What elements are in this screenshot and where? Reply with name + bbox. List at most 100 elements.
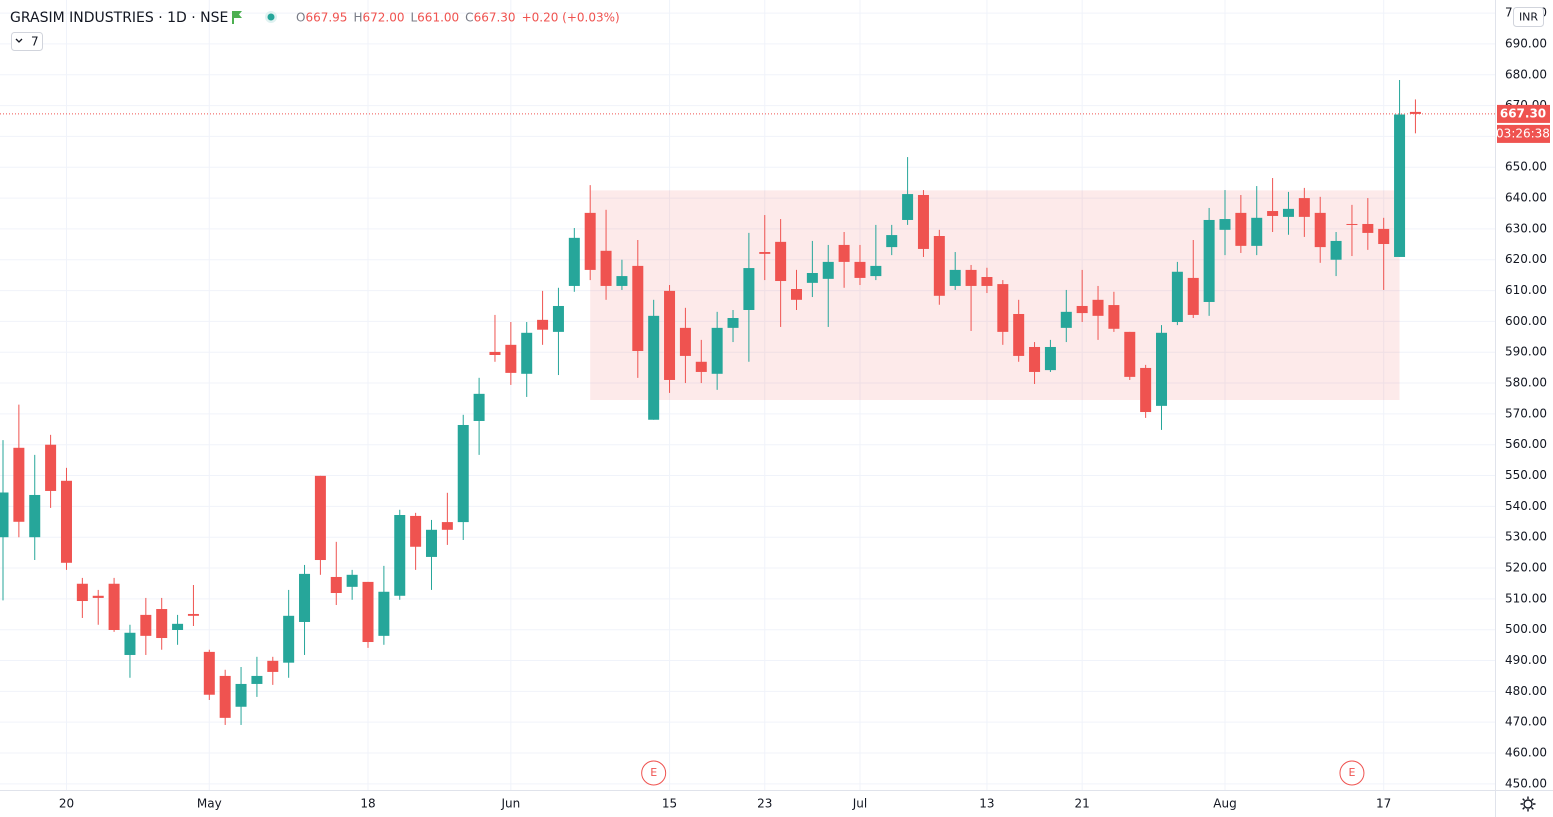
y-tick-label: 630.00 — [1505, 221, 1547, 235]
gear-ring — [1523, 799, 1533, 809]
candle-body — [1282, 208, 1294, 217]
y-tick-label: 540.00 — [1505, 499, 1547, 513]
y-tick-label: 550.00 — [1505, 468, 1547, 482]
grid-layer — [0, 0, 1495, 790]
candle-body — [743, 268, 755, 310]
y-tick-label: 500.00 — [1505, 622, 1547, 636]
candle-body — [711, 327, 723, 374]
candle-body — [886, 235, 898, 248]
candle-body — [1124, 331, 1136, 377]
candle-body — [425, 529, 437, 557]
y-tick-label: 510.00 — [1505, 591, 1547, 605]
candle-body — [60, 480, 72, 563]
candle-body — [648, 315, 660, 420]
y-tick-label: 590.00 — [1505, 345, 1547, 359]
x-tick-label: 23 — [757, 797, 772, 811]
currency-badge[interactable] — [1513, 7, 1544, 27]
event-label: E — [650, 766, 657, 779]
y-tick-label: 650.00 — [1505, 160, 1547, 174]
candle-body — [235, 683, 247, 707]
zone-layer — [590, 190, 1400, 401]
event-circle — [1339, 760, 1365, 786]
ohlc-value: 661.00 — [417, 11, 459, 25]
candle-body — [1235, 212, 1247, 246]
candle-body — [1140, 367, 1152, 413]
candle-body — [632, 265, 644, 351]
candle-body — [1298, 198, 1310, 217]
y-tick-label: 470.00 — [1505, 715, 1547, 729]
ohlc-value: 667.95 — [305, 11, 347, 25]
candle-body — [1378, 228, 1390, 245]
candle-body — [965, 269, 977, 286]
x-tick-label: 20 — [59, 797, 74, 811]
last-price-tag — [1497, 104, 1550, 123]
candle-body — [949, 269, 961, 286]
ohlc-key: C — [465, 11, 473, 25]
candle-body — [1029, 346, 1041, 372]
event-marker: E — [1339, 760, 1365, 786]
candle-body — [1409, 111, 1421, 114]
y-tick-label: 530.00 — [1505, 530, 1547, 544]
candle-body — [473, 393, 485, 421]
candle-body — [902, 194, 914, 220]
candle-body — [917, 194, 929, 249]
candle-body — [1346, 223, 1358, 225]
candle-body — [251, 675, 263, 684]
candle-body — [521, 332, 533, 374]
candle-body — [505, 344, 517, 373]
y-tick-label: 580.00 — [1505, 376, 1547, 390]
ohlc-key: H — [353, 11, 362, 25]
candle-body — [13, 447, 25, 522]
x-tick-label: 21 — [1075, 797, 1090, 811]
candle-body — [870, 265, 882, 277]
flag-icon — [232, 11, 242, 24]
candle-body — [330, 576, 342, 594]
countdown-label: 03:26:38 — [1496, 126, 1550, 140]
candle-body — [187, 613, 199, 616]
event-label: E — [1348, 766, 1355, 779]
candle-body — [1314, 212, 1326, 248]
candle-body — [759, 252, 771, 254]
candle-body — [0, 492, 9, 538]
countdown-tag — [1497, 124, 1550, 143]
candle-body — [822, 261, 834, 279]
candle-body — [568, 237, 580, 286]
indicator-count[interactable]: 7 — [31, 35, 39, 49]
candle-body — [1156, 332, 1168, 406]
candle-body — [283, 615, 295, 663]
x-tick-label: May — [197, 797, 222, 811]
candle-body — [981, 277, 993, 286]
indicator-toggle[interactable] — [11, 32, 43, 51]
candle-body — [600, 250, 612, 286]
settings-icon[interactable] — [1520, 796, 1536, 812]
candle-body — [616, 276, 628, 286]
candle-body — [1267, 211, 1279, 216]
candle-body — [1219, 219, 1231, 230]
candle-body — [933, 235, 945, 296]
candle-body — [1362, 223, 1374, 233]
candle-body — [1076, 305, 1088, 314]
candle-body — [1013, 313, 1025, 356]
candle-body — [806, 272, 818, 283]
y-tick-label: 570.00 — [1505, 406, 1547, 420]
candle-layer — [0, 80, 1421, 725]
candle-body — [775, 241, 787, 282]
candle-body — [346, 574, 358, 587]
candle-body — [854, 261, 866, 278]
candle-body — [1394, 114, 1406, 257]
candle-body — [76, 583, 88, 602]
x-tick-label: 15 — [662, 797, 677, 811]
candle-body — [45, 444, 57, 491]
currency-label[interactable]: INR — [1519, 11, 1538, 24]
ohlc-value: 667.30 — [474, 11, 516, 25]
x-tick-label: Jun — [500, 797, 520, 811]
last-price-label: 667.30 — [1500, 106, 1546, 120]
x-tick-label: Jul — [852, 797, 867, 811]
y-tick-label: 450.00 — [1505, 776, 1547, 790]
candle-body — [92, 595, 104, 598]
candle-body — [441, 522, 453, 530]
axis-layer: 450.00 460.00 470.00 480.00 490.00 500.00 510.… — [59, 6, 1550, 811]
